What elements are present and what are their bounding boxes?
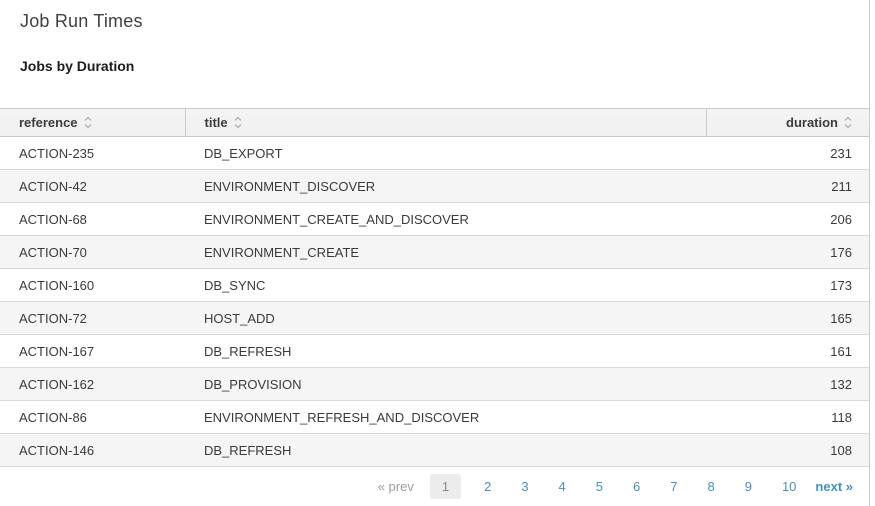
reference-cell: ACTION-235	[0, 136, 185, 170]
title-cell: ENVIRONMENT_REFRESH_AND_DISCOVER	[185, 400, 706, 434]
title-cell: ENVIRONMENT_CREATE	[185, 235, 706, 269]
pagination-pages: 1 2 3 4 5 6 7 8 9 10	[429, 474, 812, 499]
table-row: ACTION-70 ENVIRONMENT_CREATE 176	[0, 235, 869, 269]
duration-cell: 173	[706, 268, 869, 302]
pagination-page-6[interactable]: 6	[633, 479, 641, 494]
table-row: ACTION-160 DB_SYNC 173	[0, 268, 869, 302]
duration-cell: 165	[706, 301, 869, 335]
column-header-title-label: title	[204, 115, 228, 130]
pagination-page-10[interactable]: 10	[781, 479, 797, 494]
reference-cell: ACTION-70	[0, 235, 185, 269]
pagination-next[interactable]: next »	[815, 479, 853, 494]
table-row: ACTION-42 ENVIRONMENT_DISCOVER 211	[0, 169, 869, 203]
duration-cell: 108	[706, 433, 869, 467]
sort-icon	[234, 116, 242, 129]
reference-cell: ACTION-146	[0, 433, 185, 467]
duration-cell: 118	[706, 400, 869, 434]
pagination-page-4[interactable]: 4	[558, 479, 566, 494]
title-cell: DB_EXPORT	[185, 136, 706, 170]
duration-cell: 161	[706, 334, 869, 368]
pagination-page-2[interactable]: 2	[484, 479, 492, 494]
reference-cell: ACTION-68	[0, 202, 185, 236]
section-title: Jobs by Duration	[20, 58, 135, 74]
pagination-prev[interactable]: « prev	[377, 479, 414, 494]
column-header-reference[interactable]: reference	[0, 108, 185, 137]
title-cell: ENVIRONMENT_DISCOVER	[185, 169, 706, 203]
table-row: ACTION-162 DB_PROVISION 132	[0, 367, 869, 401]
reference-cell: ACTION-42	[0, 169, 185, 203]
title-cell: DB_REFRESH	[185, 334, 706, 368]
sort-icon	[844, 116, 852, 129]
column-header-duration-label: duration	[786, 115, 838, 130]
duration-cell: 132	[706, 367, 869, 401]
table-row: ACTION-68 ENVIRONMENT_CREATE_AND_DISCOVER…	[0, 202, 869, 236]
title-cell: HOST_ADD	[185, 301, 706, 335]
pagination-page-8[interactable]: 8	[707, 479, 715, 494]
reference-cell: ACTION-162	[0, 367, 185, 401]
pagination-page-1[interactable]: 1	[429, 474, 462, 499]
duration-cell: 176	[706, 235, 869, 269]
pagination-page-7[interactable]: 7	[670, 479, 678, 494]
table-header-row: reference title	[0, 108, 869, 137]
pagination-page-9[interactable]: 9	[744, 479, 752, 494]
pagination: « prev 1 2 3 4 5 6 7 8 9 10 next »	[0, 467, 869, 506]
column-header-title[interactable]: title	[184, 108, 706, 137]
table-row: ACTION-86 ENVIRONMENT_REFRESH_AND_DISCOVE…	[0, 400, 869, 434]
column-header-duration[interactable]: duration	[705, 108, 869, 137]
pagination-page-5[interactable]: 5	[595, 479, 604, 494]
title-cell: DB_REFRESH	[185, 433, 706, 467]
title-cell: DB_SYNC	[185, 268, 706, 302]
reference-cell: ACTION-72	[0, 301, 185, 335]
table-body: ACTION-235 DB_EXPORT 231 ACTION-42 ENVIRONME…	[0, 136, 869, 467]
table-row: ACTION-235 DB_EXPORT 231	[0, 136, 869, 170]
duration-cell: 211	[706, 169, 869, 203]
jobs-table: reference title	[0, 108, 869, 467]
reference-cell: ACTION-160	[0, 268, 185, 302]
duration-cell: 231	[706, 136, 869, 170]
table-header: reference title	[0, 108, 869, 137]
table-row: ACTION-72 HOST_ADD 165	[0, 301, 869, 335]
column-header-reference-label: reference	[19, 115, 78, 130]
title-cell: DB_PROVISION	[185, 367, 706, 401]
duration-cell: 206	[706, 202, 869, 236]
page-title: Job Run Times	[20, 11, 143, 31]
reference-cell: ACTION-167	[0, 334, 185, 368]
sort-icon	[84, 116, 92, 129]
table-row: ACTION-167 DB_REFRESH 161	[0, 334, 869, 368]
panel-header: Job Run Times Jobs by Duration	[0, 0, 869, 74]
table-row: ACTION-146 DB_REFRESH 108	[0, 433, 869, 467]
title-cell: ENVIRONMENT_CREATE_AND_DISCOVER	[185, 202, 706, 236]
reference-cell: ACTION-86	[0, 400, 185, 434]
pagination-page-3[interactable]: 3	[521, 479, 529, 494]
